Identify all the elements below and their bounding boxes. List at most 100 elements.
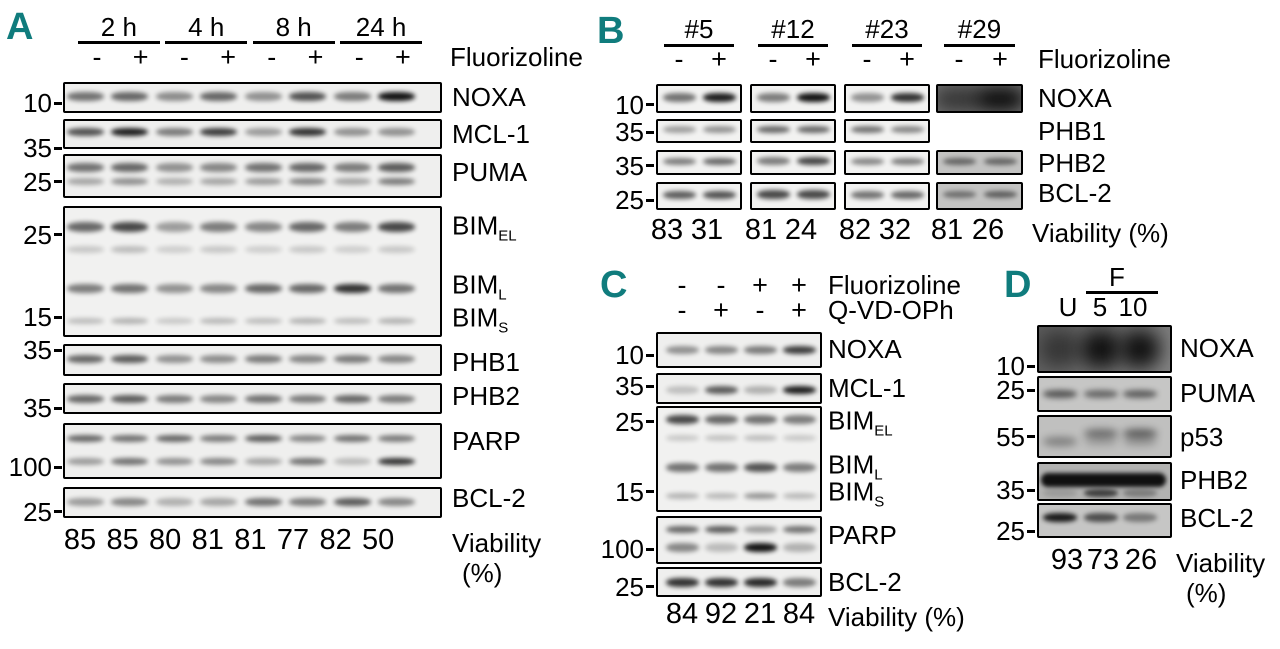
band (111, 245, 148, 253)
marker-tick-line (54, 510, 62, 514)
band (1041, 473, 1166, 488)
mw-marker-value: 15 (23, 302, 52, 333)
mw-marker-label: 25 (996, 518, 1035, 544)
mw-marker-value: 100 (8, 452, 52, 483)
protein-name: BIM (828, 476, 875, 507)
band (333, 92, 371, 102)
band (66, 162, 104, 172)
blot-box (656, 150, 742, 175)
band (1043, 437, 1077, 447)
band (1123, 437, 1157, 447)
band (942, 191, 976, 199)
marker-tick-line (54, 146, 62, 150)
band (704, 346, 738, 354)
band (289, 395, 326, 404)
band (155, 92, 193, 102)
protein-name-subscript: L (498, 286, 507, 304)
blot-box (656, 182, 742, 210)
band (333, 177, 371, 185)
band (333, 457, 371, 465)
band (66, 435, 104, 443)
marker-tick-line (1027, 388, 1035, 392)
protein-name: PUMA (452, 157, 528, 188)
viability-value: 50 (362, 524, 395, 556)
marker-tick-line (646, 130, 654, 134)
mw-marker-label: 35 (23, 135, 62, 161)
mw-marker-value: 10 (996, 351, 1025, 382)
band (378, 318, 415, 325)
viability-value: 85 (63, 524, 97, 556)
band (333, 127, 371, 136)
band (66, 318, 104, 325)
viability-label: Viability (%) (828, 602, 965, 632)
marker-tick-line (54, 348, 62, 352)
group-underline (77, 41, 160, 44)
band (289, 92, 326, 102)
mw-marker-label: 35 (615, 119, 654, 145)
band (200, 221, 237, 232)
band (704, 415, 738, 425)
blot-box (750, 119, 836, 143)
band (200, 395, 237, 404)
band (782, 543, 816, 553)
band (333, 355, 371, 364)
mw-marker-value: 100 (600, 534, 644, 565)
group-underline (758, 44, 828, 47)
band (1039, 330, 1081, 368)
viability-value: 83 (650, 214, 684, 246)
band (743, 462, 777, 472)
protein-label: PHB1 (452, 349, 520, 375)
group-underline (165, 41, 248, 44)
band (975, 86, 1021, 111)
treatment-sign: + (791, 270, 807, 300)
band (782, 525, 816, 533)
viability-value: 80 (149, 524, 182, 556)
protein-name: MCL-1 (452, 119, 531, 149)
mw-marker-label: 25 (615, 409, 654, 435)
band (796, 157, 830, 166)
panel-d-letter: D (1004, 264, 1032, 306)
viability-value: 81 (744, 214, 778, 246)
marker-tick-line (646, 353, 654, 357)
treatment-sign: - (674, 44, 684, 74)
band (66, 497, 104, 506)
protein-name: BIM (452, 302, 499, 333)
band (796, 92, 830, 102)
mw-marker-label: 25 (615, 187, 654, 213)
mw-marker-value: 25 (996, 516, 1025, 546)
band (1123, 513, 1157, 523)
treatment-sign: - (768, 44, 778, 74)
band (333, 435, 371, 443)
band (244, 457, 282, 465)
protein-label: PARP (828, 522, 897, 548)
mw-marker-value: 10 (615, 340, 644, 371)
protein-label: BCL-2 (828, 569, 902, 595)
protein-name: BIM (452, 269, 499, 300)
band (155, 162, 193, 172)
band (111, 162, 148, 172)
band (662, 190, 696, 199)
band (743, 493, 777, 500)
treatment-sign: + (395, 42, 411, 72)
band (743, 543, 777, 553)
band (289, 162, 326, 172)
band (333, 497, 371, 506)
protein-label: MCL-1 (828, 375, 906, 401)
group-underline (852, 44, 922, 47)
mw-marker-value: 35 (615, 150, 644, 181)
band (111, 355, 148, 364)
band (782, 577, 816, 587)
band (743, 415, 777, 425)
blot-box (844, 84, 930, 113)
mw-marker-label: 10 (23, 90, 62, 116)
mw-marker-value: 35 (996, 475, 1025, 506)
band (743, 577, 777, 587)
band (111, 435, 148, 443)
band (378, 127, 415, 136)
band (1043, 513, 1077, 523)
band (662, 157, 696, 165)
group-label: F (1109, 262, 1125, 292)
protein-label: PARP (452, 428, 521, 454)
band (1119, 330, 1161, 368)
